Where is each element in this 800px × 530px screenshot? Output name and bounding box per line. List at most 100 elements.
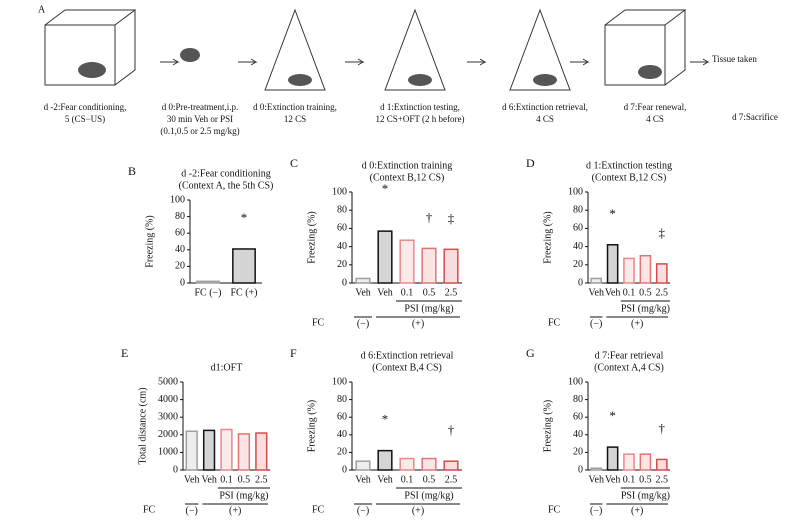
panel-letter: D: [526, 156, 535, 170]
panel-letter: G: [526, 346, 535, 360]
fc-group: (+): [631, 505, 643, 516]
y-tick-label: 80: [337, 394, 347, 405]
group-label: PSI (mg/kg): [219, 490, 268, 501]
fc-group: (−): [186, 505, 198, 516]
y-tick-label: 2000: [158, 429, 178, 440]
panel-letter: A: [38, 4, 46, 15]
y-axis-label: Freezing (%): [306, 211, 317, 263]
panel-letter: F: [290, 346, 297, 360]
step-label: 30 min Veh or PSI: [167, 114, 233, 124]
fc-group: (+): [631, 318, 643, 329]
bar: [606, 244, 619, 284]
step-label: 4 CS: [646, 114, 664, 124]
significance-mark: *: [609, 408, 616, 423]
significance-mark: *: [241, 210, 248, 225]
group-label: PSI (mg/kg): [621, 303, 670, 314]
y-tick-label: 20: [337, 259, 347, 270]
fc-label: FC: [143, 504, 156, 515]
y-tick-label: 40: [337, 241, 347, 252]
x-tick-label: 0.5: [423, 474, 436, 485]
step-label: d 7:Sacrifice: [732, 112, 778, 122]
fc-group: (−): [590, 318, 602, 329]
bar: [606, 446, 619, 471]
step-label: 12 CS+OFT (2 h before): [376, 114, 465, 124]
y-tick-label: 80: [573, 204, 583, 215]
step-label: 4 CS: [536, 114, 554, 124]
step-label: d 0:Extinction training,: [253, 102, 337, 112]
bar: [355, 460, 371, 471]
group-label: PSI (mg/kg): [404, 303, 453, 314]
chart-title: (Context B,12 CS): [370, 172, 445, 183]
fc-group: (+): [229, 505, 241, 516]
fc-group: (+): [412, 318, 424, 329]
y-tick-label: 3000: [158, 411, 178, 422]
chart-title: d 0:Extinction training: [362, 160, 453, 171]
fc-group: (−): [590, 505, 602, 516]
y-tick-label: 100: [568, 376, 583, 387]
x-tick-label: FC (−): [194, 287, 221, 298]
x-tick-label: 2.5: [656, 474, 669, 485]
x-tick-label: 2.5: [656, 287, 669, 298]
y-axis-label: Freezing (%): [306, 400, 317, 452]
chart-title: d -2:Fear conditioning: [181, 168, 270, 179]
x-tick-label: Veh: [588, 287, 604, 298]
bar: [443, 248, 459, 284]
step-label: d 7:Fear renewal,: [624, 102, 687, 112]
bar: [399, 239, 415, 284]
y-tick-label: 80: [175, 211, 185, 222]
bar: [355, 277, 371, 284]
x-tick-label: Veh: [355, 474, 371, 485]
chart-title: (Context B,4 CS): [372, 362, 442, 373]
x-tick-label: 0.5: [423, 287, 436, 298]
chart-title: d 1:Extinction testing: [586, 160, 672, 171]
bar: [623, 257, 635, 284]
chart-title: (Context A, the 5th CS): [179, 180, 274, 191]
step-label: 12 CS: [284, 114, 306, 124]
x-tick-label: Veh: [605, 287, 621, 298]
chart-title: (Context B,12 CS): [592, 172, 667, 183]
bar: [220, 428, 233, 471]
significance-mark: *: [609, 206, 616, 221]
step-label: d -2:Fear conditioning,: [44, 102, 127, 112]
x-tick-label: Veh: [377, 287, 393, 298]
fc-group: (−): [357, 318, 369, 329]
y-tick-label: 1000: [158, 447, 178, 458]
fc-group: (−): [357, 505, 369, 516]
y-tick-label: 60: [573, 411, 583, 422]
panel-letter: C: [290, 156, 298, 170]
bar: [185, 430, 198, 471]
x-tick-label: 0.1: [401, 474, 414, 485]
bar: [196, 280, 220, 284]
group-label: PSI (mg/kg): [404, 490, 453, 501]
significance-mark: ‡: [448, 210, 455, 225]
fc-label: FC: [548, 317, 561, 328]
y-tick-label: 4000: [158, 394, 178, 405]
bar: [590, 467, 603, 471]
x-tick-label: Veh: [588, 474, 604, 485]
y-tick-label: 0: [342, 277, 347, 288]
y-tick-label: 60: [337, 223, 347, 234]
y-tick-label: 80: [337, 204, 347, 215]
bar: [639, 254, 652, 284]
bar: [421, 247, 437, 284]
y-tick-label: 100: [568, 186, 583, 197]
x-tick-label: Veh: [355, 287, 371, 298]
y-tick-label: 0: [173, 464, 178, 475]
y-tick-label: 40: [175, 244, 185, 255]
y-axis-label: Freezing (%): [542, 211, 553, 263]
bar: [377, 449, 393, 471]
y-tick-label: 20: [573, 447, 583, 458]
bar: [202, 429, 216, 471]
y-tick-label: 0: [578, 277, 583, 288]
chart-title: d 6:Extinction retrieval: [361, 350, 454, 361]
x-tick-label: 2.5: [445, 287, 458, 298]
x-tick-label: 0.5: [238, 474, 251, 485]
y-tick-label: 100: [332, 376, 347, 387]
step-label: (0.1,0.5 or 2.5 mg/kg): [160, 126, 239, 136]
significance-mark: *: [382, 181, 389, 196]
x-tick-label: Veh: [184, 474, 200, 485]
step-label: 5 (CS−US): [65, 114, 105, 124]
chart-title: d 7:Fear retrieval: [595, 350, 664, 361]
y-axis-label: Freezing (%): [144, 215, 155, 267]
